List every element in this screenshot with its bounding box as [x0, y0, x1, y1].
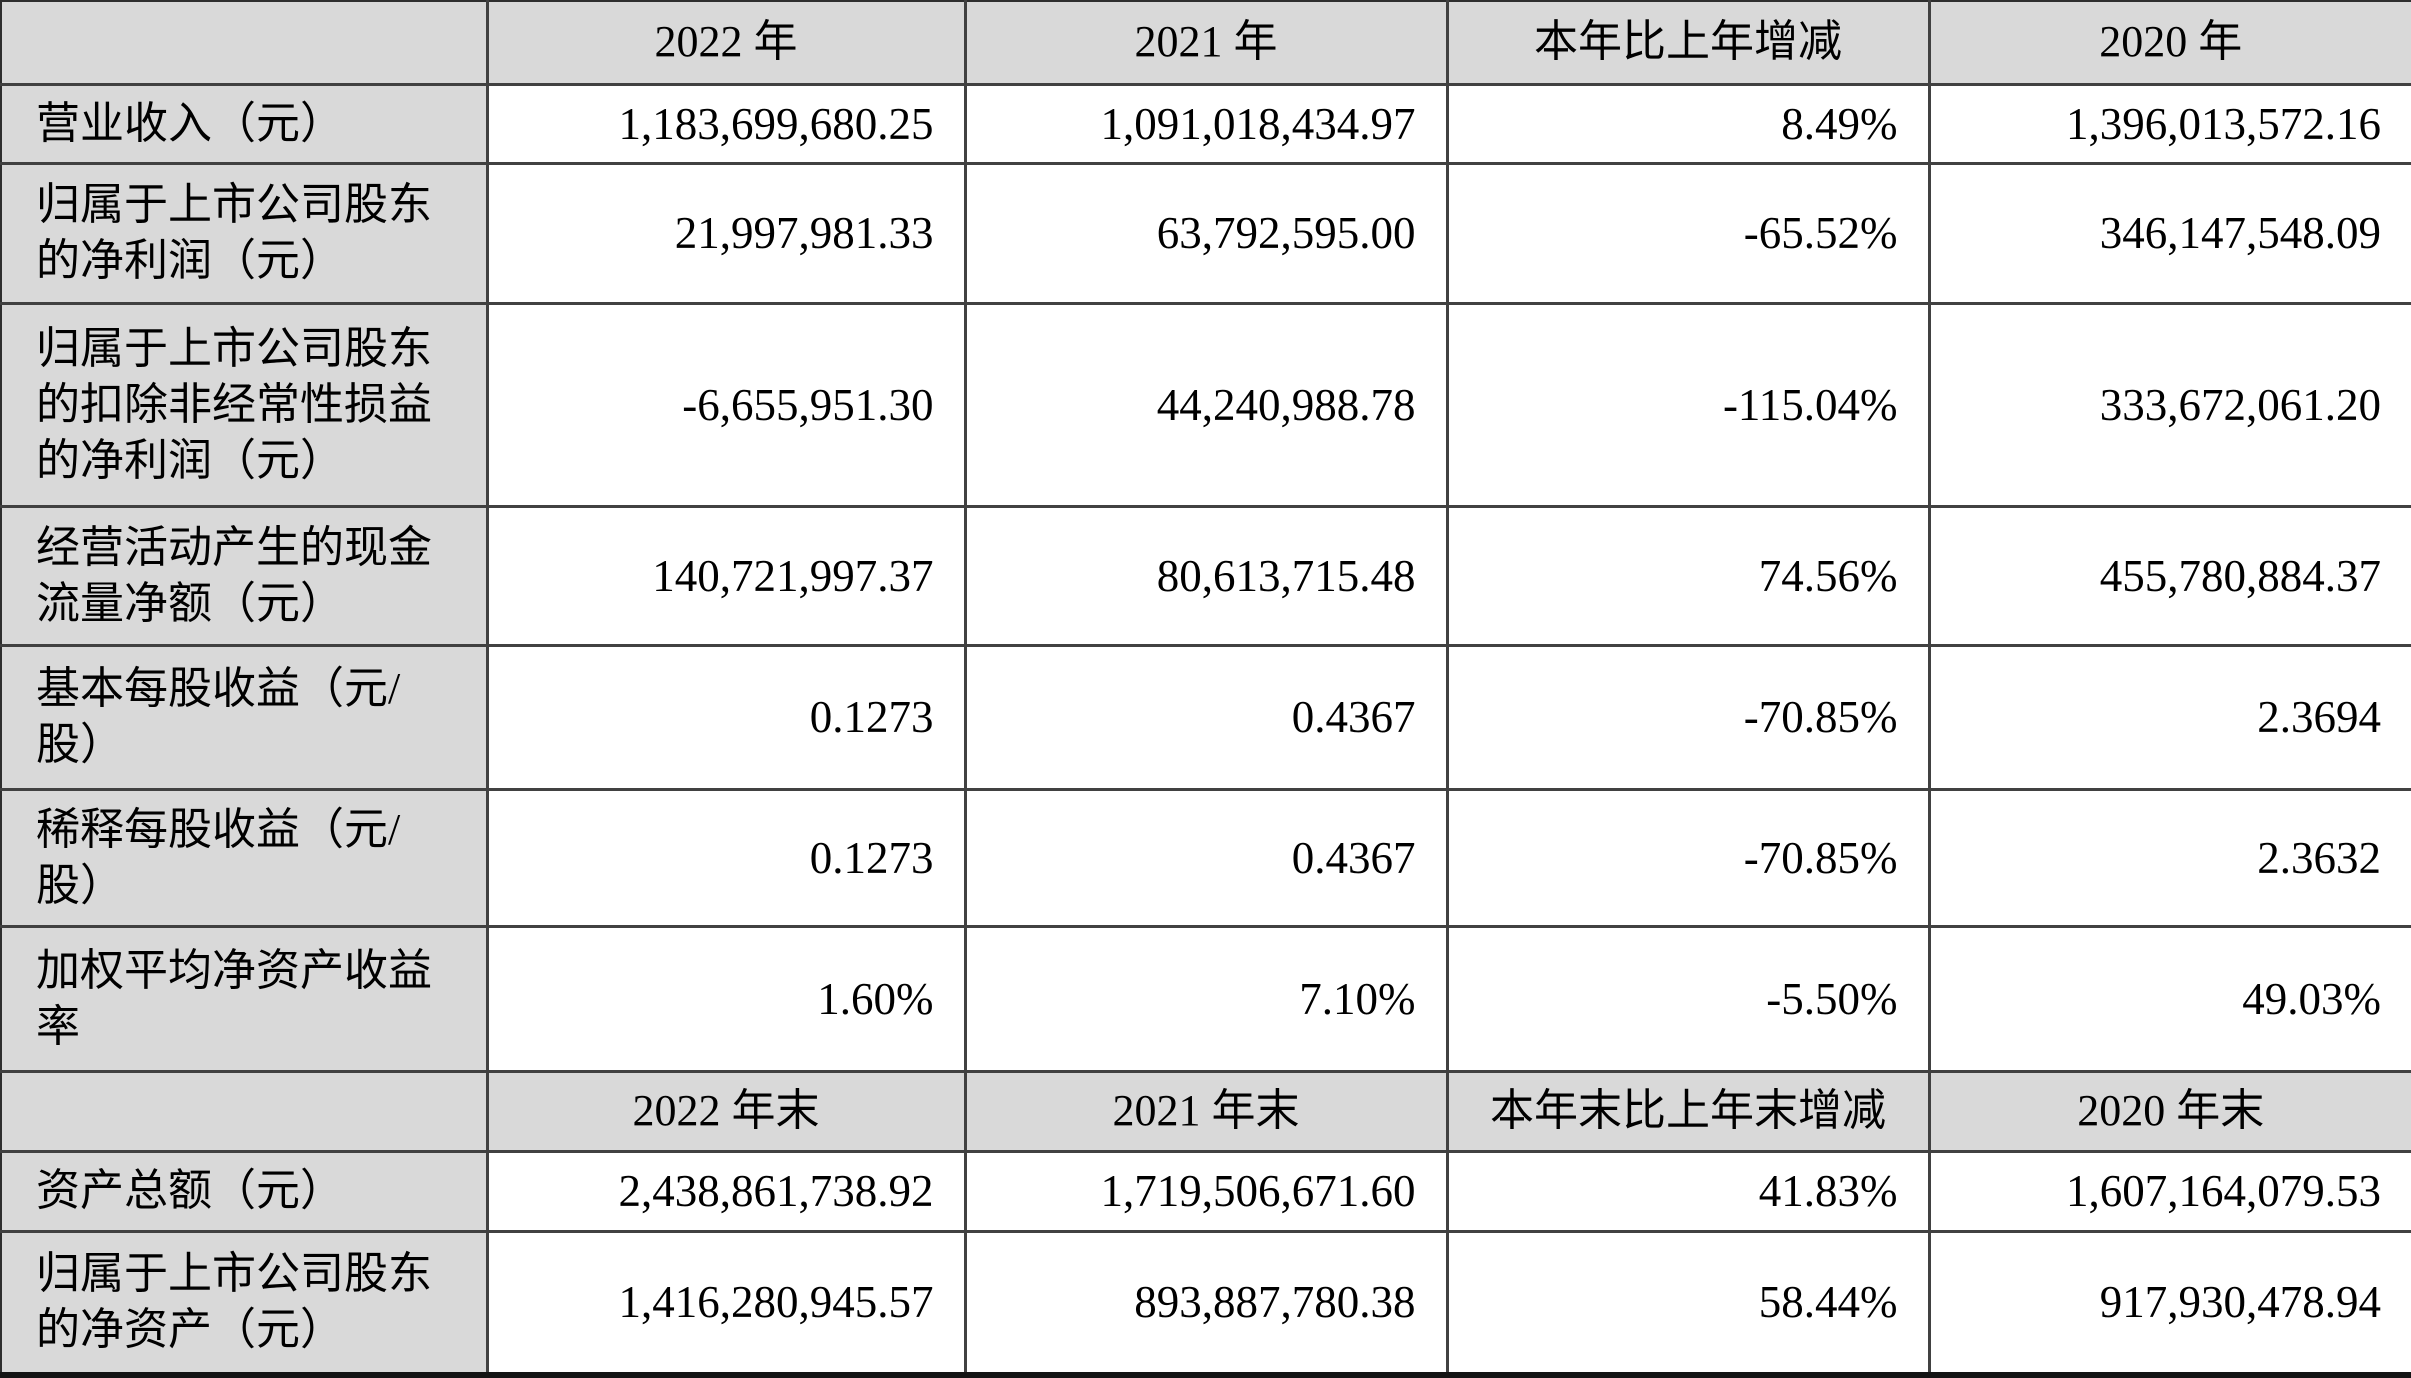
row-header: 经营活动产生的现金流量净额（元） — [0, 504, 489, 647]
corner-cell — [0, 0, 489, 86]
table-row: 加权平均净资产收益率 1.60% 7.10% -5.50% 49.03% — [0, 924, 2411, 1073]
value-cell: 917,930,478.94 — [1927, 1229, 2411, 1378]
value-cell: 1.60% — [485, 924, 967, 1073]
value-cell: 7.10% — [963, 924, 1449, 1073]
row-header: 归属于上市公司股东的净利润（元） — [0, 161, 489, 305]
value-cell: 346,147,548.09 — [1927, 161, 2411, 305]
table-row: 归属于上市公司股东的净资产（元） 1,416,280,945.57 893,88… — [0, 1229, 2411, 1378]
value-cell: 74.56% — [1445, 504, 1931, 647]
row-header: 归属于上市公司股东的净资产（元） — [0, 1229, 489, 1378]
value-cell: 1,091,018,434.97 — [963, 82, 1449, 165]
row-header: 归属于上市公司股东的扣除非经常性损益的净利润（元） — [0, 301, 489, 508]
row-header: 营业收入（元） — [0, 82, 489, 165]
value-cell: 1,396,013,572.16 — [1927, 82, 2411, 165]
table-row: 归属于上市公司股东的扣除非经常性损益的净利润（元） -6,655,951.30 … — [0, 301, 2411, 508]
value-cell: 41.83% — [1445, 1149, 1931, 1233]
value-cell: 893,887,780.38 — [963, 1229, 1449, 1378]
value-cell: 333,672,061.20 — [1927, 301, 2411, 508]
table-row: 2022 年末 2021 年末 本年末比上年末增减 2020 年末 — [0, 1069, 2411, 1153]
value-cell: 2.3632 — [1927, 787, 2411, 928]
table-row: 经营活动产生的现金流量净额（元） 140,721,997.37 80,613,7… — [0, 504, 2411, 647]
column-header: 2022 年 — [485, 0, 967, 86]
row-header: 加权平均净资产收益率 — [0, 924, 489, 1073]
row-header: 基本每股收益（元/股） — [0, 643, 489, 791]
value-cell: 0.1273 — [485, 643, 967, 791]
value-cell: 1,183,699,680.25 — [485, 82, 967, 165]
value-cell: 58.44% — [1445, 1229, 1931, 1378]
value-cell: 0.4367 — [963, 787, 1449, 928]
value-cell: -5.50% — [1445, 924, 1931, 1073]
value-cell: 8.49% — [1445, 82, 1931, 165]
row-header: 稀释每股收益（元/股） — [0, 787, 489, 928]
column-header: 2021 年 — [963, 0, 1449, 86]
value-cell: -70.85% — [1445, 643, 1931, 791]
table-row: 基本每股收益（元/股） 0.1273 0.4367 -70.85% 2.3694 — [0, 643, 2411, 791]
value-cell: 80,613,715.48 — [963, 504, 1449, 647]
value-cell: 21,997,981.33 — [485, 161, 967, 305]
table-row: 稀释每股收益（元/股） 0.1273 0.4367 -70.85% 2.3632 — [0, 787, 2411, 928]
corner-cell — [0, 1069, 489, 1153]
column-header: 本年比上年增减 — [1445, 0, 1931, 86]
value-cell: -6,655,951.30 — [485, 301, 967, 508]
column-header: 2020 年 — [1927, 0, 2411, 86]
value-cell: 0.1273 — [485, 787, 967, 928]
value-cell: 63,792,595.00 — [963, 161, 1449, 305]
row-header: 资产总额（元） — [0, 1149, 489, 1233]
column-header: 本年末比上年末增减 — [1445, 1069, 1931, 1153]
value-cell: 2.3694 — [1927, 643, 2411, 791]
table-row: 营业收入（元） 1,183,699,680.25 1,091,018,434.9… — [0, 82, 2411, 165]
value-cell: 0.4367 — [963, 643, 1449, 791]
value-cell: -65.52% — [1445, 161, 1931, 305]
table-row: 资产总额（元） 2,438,861,738.92 1,719,506,671.6… — [0, 1149, 2411, 1233]
column-header: 2022 年末 — [485, 1069, 967, 1153]
value-cell: -70.85% — [1445, 787, 1931, 928]
value-cell: 2,438,861,738.92 — [485, 1149, 967, 1233]
table-row: 2022 年 2021 年 本年比上年增减 2020 年 — [0, 0, 2411, 86]
value-cell: 1,607,164,079.53 — [1927, 1149, 2411, 1233]
value-cell: -115.04% — [1445, 301, 1931, 508]
value-cell: 49.03% — [1927, 924, 2411, 1073]
value-cell: 1,719,506,671.60 — [963, 1149, 1449, 1233]
column-header: 2020 年末 — [1927, 1069, 2411, 1153]
column-header: 2021 年末 — [963, 1069, 1449, 1153]
value-cell: 44,240,988.78 — [963, 301, 1449, 508]
value-cell: 1,416,280,945.57 — [485, 1229, 967, 1378]
value-cell: 140,721,997.37 — [485, 504, 967, 647]
table-row: 归属于上市公司股东的净利润（元） 21,997,981.33 63,792,59… — [0, 161, 2411, 305]
value-cell: 455,780,884.37 — [1927, 504, 2411, 647]
